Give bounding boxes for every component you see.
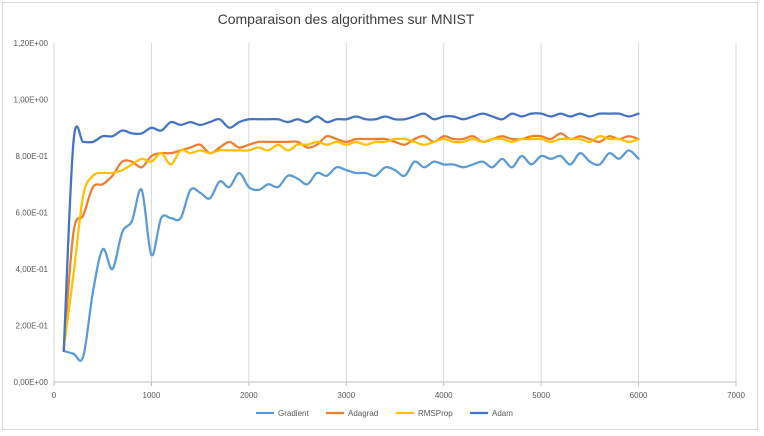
x-tick-label: 3000 (337, 391, 355, 400)
legend-item-adam: Adam (470, 409, 513, 418)
gridlines (150, 43, 737, 382)
series-line-adagrad (62, 132, 640, 353)
x-tick-label: 6000 (630, 391, 648, 400)
x-tick-label: 5000 (532, 391, 550, 400)
y-axis-ticks: 0,00E+00 2,00E-01 4,00E-01 6,00E-01 8,00E-01… (14, 39, 49, 387)
y-tick-label: 4,00E-01 (16, 265, 49, 274)
y-tick-label: 2,00E-01 (16, 322, 49, 331)
axes (53, 43, 737, 386)
legend-label: Adam (492, 409, 513, 418)
x-tick-label: 4000 (435, 391, 453, 400)
y-tick-label: 1,20E+00 (14, 39, 49, 48)
legend-item-adagrad: Adagrad (326, 409, 378, 418)
legend-label: RMSProp (418, 409, 453, 418)
y-tick-label: 6,00E-01 (16, 209, 49, 218)
y-tick-label: 1,00E+00 (14, 96, 49, 105)
chart-frame (2, 2, 758, 430)
series-lines (62, 112, 640, 362)
legend: Gradient Adagrad RMSProp Adam (256, 409, 513, 418)
legend-item-gradient: Gradient (256, 409, 309, 418)
series-line-adam (62, 112, 640, 353)
x-tick-label: 7000 (727, 391, 745, 400)
legend-item-rmsprop: RMSProp (396, 409, 453, 418)
y-tick-label: 0,00E+00 (14, 378, 49, 387)
x-tick-label: 2000 (240, 391, 258, 400)
series-line-gradient (62, 149, 640, 362)
x-tick-label: 1000 (143, 391, 161, 400)
legend-label: Adagrad (348, 409, 378, 418)
chart-title: Comparaison des algorithmes sur MNIST (218, 11, 475, 27)
series-line-rmsprop (62, 135, 640, 350)
x-tick-label: 0 (52, 391, 57, 400)
y-tick-label: 8,00E-01 (16, 152, 49, 161)
legend-label: Gradient (278, 409, 309, 418)
x-axis-ticks: 0 1000 2000 3000 4000 5000 6000 7000 (52, 391, 746, 400)
